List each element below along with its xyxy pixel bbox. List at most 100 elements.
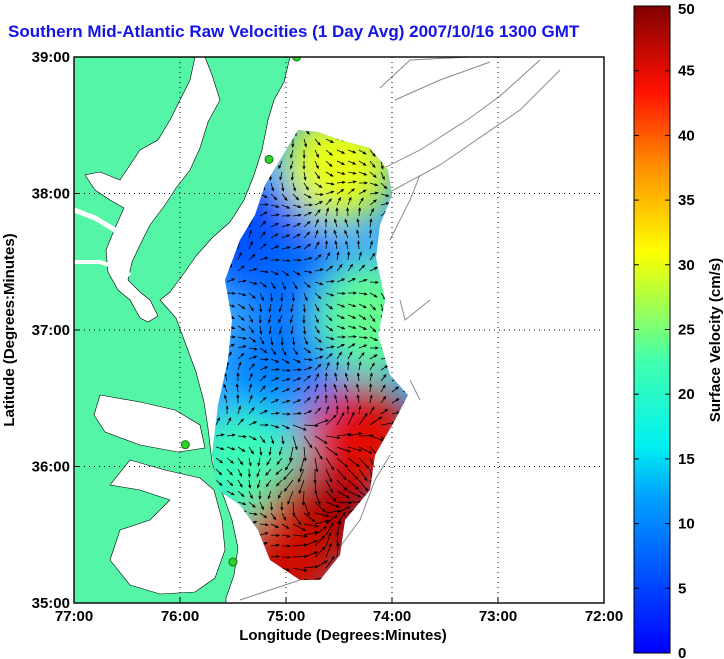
velocity-arrow xyxy=(281,435,285,445)
velocity-arrow xyxy=(302,303,306,314)
velocity-arrow xyxy=(237,468,243,477)
velocity-arrow xyxy=(280,501,284,512)
velocity-arrow xyxy=(281,234,291,239)
velocity-arrow xyxy=(369,354,378,360)
velocity-arrow xyxy=(336,263,343,272)
velocity-arrow xyxy=(325,190,335,195)
velocity-arrow xyxy=(270,399,280,404)
rappahannock-river xyxy=(74,260,132,277)
potomac-river xyxy=(74,207,132,246)
velocity-arrow xyxy=(302,161,306,171)
velocity-arrow xyxy=(358,457,370,469)
velocity-arrow xyxy=(281,424,290,430)
velocity-arrow xyxy=(314,501,326,513)
velocity-arrow xyxy=(336,542,340,558)
x-tick-label: 74:00 xyxy=(373,608,411,625)
velocity-arrow xyxy=(380,408,389,415)
velocity-arrow xyxy=(344,218,349,228)
velocity-arrow xyxy=(299,457,305,473)
velocity-arrow xyxy=(270,213,280,217)
velocity-arrow xyxy=(358,189,367,195)
velocity-arrow xyxy=(380,202,390,206)
colorbar-label: Surface Velocity (cm/s) xyxy=(707,258,724,422)
chart-title: Southern Mid-Atlantic Raw Velocities (1 … xyxy=(8,22,580,41)
velocity-arrow xyxy=(325,251,330,261)
velocity-arrow xyxy=(278,160,283,170)
colorbar-tick-label: 45 xyxy=(678,63,695,80)
velocity-arrow xyxy=(347,457,361,468)
velocity-arrow xyxy=(270,555,281,559)
velocity-arrow xyxy=(344,229,349,239)
velocity-arrow xyxy=(280,336,284,346)
velocity-arrow xyxy=(237,361,242,371)
velocity-arrow xyxy=(290,171,294,181)
velocity-arrow xyxy=(279,171,283,181)
velocity-arrow xyxy=(226,457,234,464)
velocity-arrow xyxy=(358,361,362,371)
velocity-arrow xyxy=(284,457,294,471)
velocity-arrow xyxy=(215,479,223,487)
velocity-arrow xyxy=(336,468,347,481)
velocity-arrow xyxy=(314,355,324,360)
y-tick-label: 36:00 xyxy=(32,459,70,476)
velocity-arrow xyxy=(270,377,280,382)
velocity-arrow xyxy=(237,457,244,466)
velocity-arrow xyxy=(303,512,316,523)
velocity-arrow xyxy=(358,314,367,320)
velocity-arrow xyxy=(303,551,319,558)
velocity-arrow xyxy=(336,457,349,468)
velocity-arrow xyxy=(290,325,294,335)
velocity-arrow xyxy=(270,358,280,363)
colorbar-tick-label: 25 xyxy=(678,322,695,339)
velocity-arrow xyxy=(347,446,363,452)
velocity-arrow xyxy=(347,411,355,426)
velocity-arrow xyxy=(226,417,232,426)
colorbar-tick-label: 50 xyxy=(678,1,695,18)
velocity-arrow xyxy=(303,540,318,547)
velocity-arrow xyxy=(259,336,265,345)
velocity-arrow xyxy=(314,546,326,558)
velocity-arrow xyxy=(281,182,285,192)
velocity-arrow xyxy=(270,435,275,445)
velocity-arrow xyxy=(237,435,248,439)
velocity-arrow xyxy=(369,191,379,195)
velocity-arrow xyxy=(314,325,320,334)
velocity-arrow xyxy=(292,281,298,290)
velocity-arrow xyxy=(314,182,323,188)
velocity-arrow xyxy=(314,336,322,343)
velocity-arrow xyxy=(347,468,359,480)
velocity-arrow xyxy=(314,490,321,506)
velocity-arrow xyxy=(325,292,335,297)
velocity-arrow xyxy=(237,501,247,506)
velocity-arrow xyxy=(358,479,369,492)
velocity-arrow xyxy=(248,229,252,239)
velocity-arrow xyxy=(248,435,257,441)
velocity-arrow xyxy=(292,270,301,276)
velocity-arrow xyxy=(358,149,367,155)
velocity-arrow xyxy=(303,182,309,191)
map-layer xyxy=(74,57,604,603)
velocity-arrow xyxy=(292,387,301,393)
velocity-arrow xyxy=(281,368,292,372)
velocity-arrow xyxy=(226,490,235,496)
velocity-arrow xyxy=(380,171,385,181)
velocity-arrow xyxy=(380,373,387,382)
radar-station-marker xyxy=(180,440,190,450)
velocity-arrow xyxy=(303,531,319,536)
velocity-arrow xyxy=(259,243,267,250)
velocity-arrow xyxy=(314,281,324,286)
velocity-arrow xyxy=(325,345,335,349)
velocity-arrow xyxy=(259,303,263,313)
velocity-arrow xyxy=(279,325,283,335)
velocity-arrow xyxy=(270,193,278,201)
velocity-arrow xyxy=(259,231,266,239)
velocity-arrow xyxy=(281,544,292,548)
chesapeake-bay xyxy=(84,57,221,323)
velocity-arrow xyxy=(314,160,319,170)
velocity-arrow xyxy=(292,424,308,431)
velocity-arrow xyxy=(291,292,295,303)
velocity-arrow xyxy=(270,543,280,547)
velocity-arrow xyxy=(336,432,352,437)
velocity-arrow xyxy=(347,188,355,195)
